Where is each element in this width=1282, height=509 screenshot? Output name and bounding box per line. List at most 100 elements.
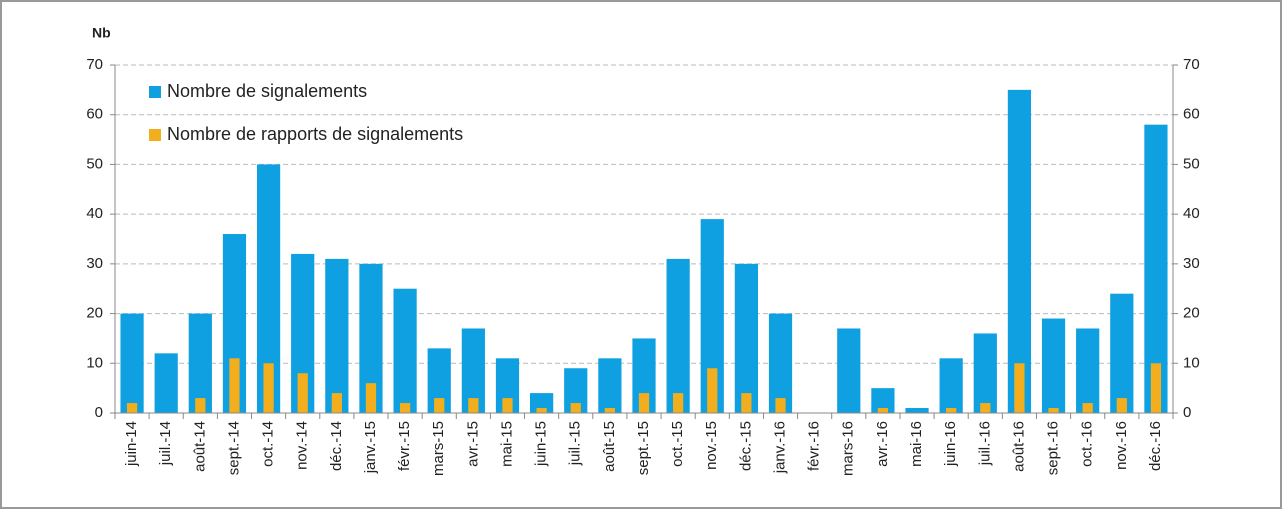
x-tick-label: juin-16: [942, 421, 959, 467]
bar: [775, 398, 786, 413]
x-tick-label: avr.-15: [464, 421, 481, 467]
x-tick-label: sept.-14: [225, 421, 242, 475]
bar: [741, 393, 752, 413]
x-tick-label: oct.-15: [669, 421, 686, 467]
x-tick-label: nov.-14: [294, 421, 311, 470]
y2-tick-label: 0: [1183, 404, 1191, 421]
bar: [195, 398, 206, 413]
y-tick-label: 20: [86, 305, 103, 322]
x-tick-label: oct.-14: [260, 421, 277, 467]
x-tick-label: janv.-16: [771, 421, 788, 474]
y-tick-label: 40: [86, 205, 103, 222]
legend-label: Nombre de signalements: [167, 81, 367, 101]
x-tick-label: août-15: [601, 421, 618, 472]
x-tick-label: nov.-15: [703, 421, 720, 470]
bar: [256, 164, 281, 413]
bar: [1076, 328, 1100, 413]
bar: [946, 408, 957, 413]
bar: [1150, 363, 1162, 413]
bar: [297, 373, 308, 413]
bar: [154, 353, 178, 413]
bar: [570, 403, 581, 413]
bar: [495, 358, 520, 413]
x-tick-label: juil.-16: [976, 421, 993, 466]
x-tick-label: déc.-16: [1147, 421, 1164, 471]
bar: [768, 313, 793, 413]
x-tick-label: févr.-15: [396, 421, 413, 471]
bar: [188, 313, 212, 413]
bar: [263, 363, 274, 413]
bar: [673, 393, 684, 413]
bar: [1007, 89, 1032, 413]
bar: [564, 368, 588, 413]
bar: [632, 338, 656, 413]
y2-tick-label: 40: [1183, 205, 1200, 222]
bar: [666, 258, 690, 413]
y-axis-label: Nb: [92, 25, 111, 41]
bar: [1048, 408, 1059, 413]
x-tick-label: mai-16: [908, 421, 925, 467]
bar: [331, 393, 342, 413]
bar: [468, 398, 479, 413]
x-tick-label: avr.-16: [874, 421, 891, 467]
bar: [905, 408, 929, 413]
bar: [734, 263, 758, 413]
bar: [126, 403, 138, 413]
bar: [871, 388, 895, 413]
x-tick-label: sept.-16: [1045, 421, 1062, 475]
x-tick-label: déc.-14: [328, 421, 345, 471]
y-tick-label: 10: [86, 354, 103, 371]
bar: [530, 393, 554, 413]
bar: [1110, 293, 1134, 413]
bar: [461, 328, 485, 413]
bar: [120, 313, 144, 413]
bar: [1041, 318, 1066, 413]
x-tick-label: nov.-16: [1113, 421, 1130, 470]
legend-swatch: [149, 129, 161, 141]
y2-tick-label: 70: [1183, 56, 1200, 73]
y2-tick-label: 50: [1183, 155, 1200, 172]
bar: [365, 383, 377, 413]
y-tick-label: 50: [86, 155, 103, 172]
bar: [638, 393, 650, 413]
bar: [427, 348, 451, 413]
y2-tick-label: 10: [1183, 354, 1200, 371]
x-tick-label: janv.-15: [362, 421, 379, 474]
bar: [399, 403, 411, 413]
bar: [707, 368, 718, 413]
x-tick-label: mars-15: [430, 421, 447, 476]
x-tick-label: oct.-16: [1079, 421, 1096, 467]
bar: [229, 358, 240, 413]
bar: [502, 398, 513, 413]
bar: [973, 333, 997, 413]
x-tick-label: déc.-15: [737, 421, 754, 471]
bar: [222, 234, 247, 413]
x-tick-label: sept.-15: [635, 421, 652, 475]
bar: [837, 328, 861, 413]
bar: [291, 253, 315, 413]
bar: [877, 408, 889, 413]
bar: [325, 258, 349, 413]
bar: [359, 263, 383, 413]
y2-tick-label: 20: [1183, 305, 1200, 322]
legend-swatch: [149, 86, 161, 98]
bar: [393, 288, 417, 413]
x-tick-label: juin-14: [123, 421, 140, 467]
y-tick-label: 0: [95, 404, 103, 421]
bar: [434, 398, 445, 413]
x-tick-label: août-14: [191, 421, 208, 472]
y-tick-label: 30: [86, 255, 103, 272]
y2-tick-label: 30: [1183, 255, 1200, 272]
y2-tick-label: 60: [1183, 106, 1200, 123]
bar: [1116, 398, 1127, 413]
bar: [598, 358, 622, 413]
x-tick-label: juil.-15: [567, 421, 584, 466]
bar: [1144, 124, 1168, 414]
bar: [604, 408, 615, 413]
bar: [939, 358, 963, 413]
bar: [1082, 403, 1093, 413]
legend-label: Nombre de rapports de signalements: [167, 124, 463, 144]
y-tick-label: 60: [86, 106, 103, 123]
